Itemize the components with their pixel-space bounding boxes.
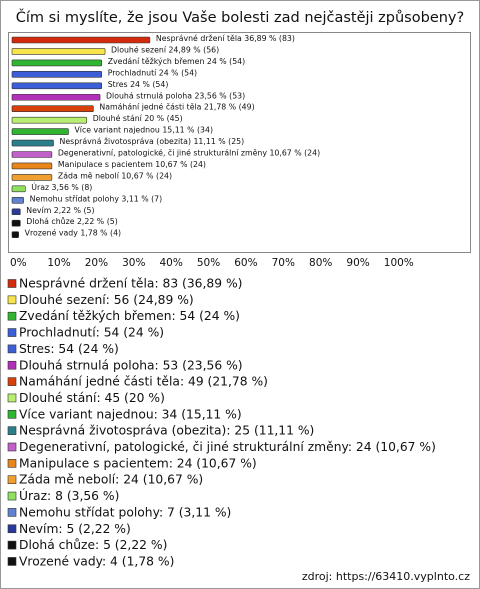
bar (11, 197, 24, 204)
legend-swatch (7, 491, 17, 501)
bar-label: Dlohá chůze 2,22 % (5) (26, 217, 117, 226)
x-tick-label: 70% (272, 257, 295, 269)
bar (11, 116, 88, 124)
legend-swatch (7, 442, 17, 452)
legend-swatch (7, 508, 17, 517)
bar (11, 93, 101, 101)
x-tick-label: 50% (197, 257, 220, 269)
legend-label: Dlouhá strnulá poloha: 53 (23,56 %) (19, 358, 243, 372)
legend-label: Nemohu střídat polohy: 7 (3,11 %) (19, 505, 231, 519)
legend-label: Nevím: 5 (2,22 %) (19, 522, 131, 536)
bar-label: Dlouhé stání 20 % (45) (93, 114, 183, 123)
legend-swatch (7, 459, 17, 468)
legend-label: Nesprávné držení těla: 83 (36,89 %) (19, 277, 242, 291)
legend-swatch (7, 279, 17, 288)
legend-swatch (7, 475, 17, 485)
legend-label: Stres: 54 (24 %) (19, 342, 119, 356)
bar (11, 151, 53, 158)
bar-label: Záda mě nebolí 10,67 % (24) (58, 171, 172, 180)
legend-label: Manipulace s pacientem: 24 (10,67 %) (19, 456, 257, 470)
bar (11, 208, 21, 216)
source: zdroj: https://63410.vyplnto.cz (302, 570, 470, 583)
bar (11, 139, 54, 147)
legend-label: Vrozené vady: 4 (1,78 %) (19, 554, 174, 568)
legend-swatch (7, 524, 17, 534)
x-tick-label: 20% (85, 257, 108, 269)
legend-label: Zvedání těžkých břemen: 54 (24 %) (19, 309, 240, 323)
bar-label: Více variant najednou 15,11 % (34) (74, 126, 213, 135)
bar (11, 36, 151, 44)
x-tick-label: 30% (122, 257, 145, 269)
legend-label: Namáhání jedné části těla: 49 (21,78 %) (19, 375, 268, 389)
x-tick-label: 40% (160, 257, 183, 269)
bar-label: Úraz 3,56 % (8) (31, 183, 92, 192)
bar (11, 105, 94, 112)
legend-label: Záda mě nebolí: 24 (10,67 %) (19, 473, 203, 487)
bar (11, 48, 106, 55)
bar-label: Degenerativní, patologické, či jiné stru… (58, 149, 320, 158)
bar-label: Vrozené vady 1,78 % (4) (25, 229, 121, 238)
x-tick-label: 0% (10, 257, 27, 269)
legend-swatch (7, 360, 17, 370)
bar-label: Zvedání těžkých břemen 24 % (54) (108, 57, 245, 66)
x-tick-label: 60% (234, 257, 257, 269)
bar-label: Nevím 2,22 % (5) (26, 206, 94, 215)
bar-label: Nesprávná životospráva (obezita) 11,11 %… (60, 137, 245, 146)
legend-swatch (7, 344, 17, 354)
legend-label: Prochladnutí: 54 (24 %) (19, 326, 164, 340)
bar-label: Nesprávné držení těla 36,89 % (83) (156, 34, 295, 43)
bar (11, 128, 69, 135)
bar (11, 231, 19, 238)
legend-label: Více variant najednou: 34 (15,11 %) (19, 407, 242, 421)
legend-label: Dlouhé sezení: 56 (24,89 %) (19, 293, 194, 307)
legend-swatch (7, 426, 17, 435)
legend-label: Dlohá chůze: 5 (2,22 %) (19, 538, 167, 552)
bar-label: Dlouhé sezení 24,89 % (56) (111, 45, 219, 54)
x-tick-label: 90% (346, 257, 369, 269)
bar-label: Prochladnutí 24 % (54) (108, 68, 197, 77)
legend-label: Nesprávná životospráva (obezita): 25 (11… (19, 424, 314, 438)
bar-label: Manipulace s pacientem 10,67 % (24) (58, 160, 206, 169)
legend-swatch (7, 377, 17, 386)
x-tick-label: 100% (384, 257, 414, 269)
bar (11, 59, 103, 67)
chart-title: Čím si myslíte, že jsou Vaše bolesti zad… (16, 8, 464, 26)
bar (11, 219, 21, 227)
legend-swatch (7, 409, 17, 419)
bar (11, 82, 103, 90)
bar-label: Stres 24 % (54) (108, 80, 169, 89)
bar (11, 71, 103, 78)
bar (11, 174, 53, 181)
bar-label: Namáhání jedné části těla 21,78 % (49) (99, 103, 254, 112)
x-tick-label: 10% (47, 257, 70, 269)
plot-area (8, 32, 471, 253)
bar (11, 185, 26, 193)
bar (11, 162, 53, 170)
bar-label: Dlouhá strnulá poloha 23,56 % (53) (106, 91, 245, 100)
legend-swatch (7, 540, 17, 550)
legend-swatch (7, 328, 17, 337)
bar-label: Nemohu střídat polohy 3,11 % (7) (30, 194, 163, 203)
x-tick-label: 80% (309, 257, 332, 269)
legend-swatch (7, 295, 17, 305)
legend-label: Degenerativní, patologické, či jiné stru… (19, 440, 436, 454)
legend-swatch (7, 393, 17, 403)
legend-label: Úraz: 8 (3,56 %) (19, 488, 119, 503)
legend-swatch (7, 557, 17, 566)
legend-swatch (7, 311, 17, 321)
legend-label: Dlouhé stání: 45 (20 %) (19, 391, 165, 405)
